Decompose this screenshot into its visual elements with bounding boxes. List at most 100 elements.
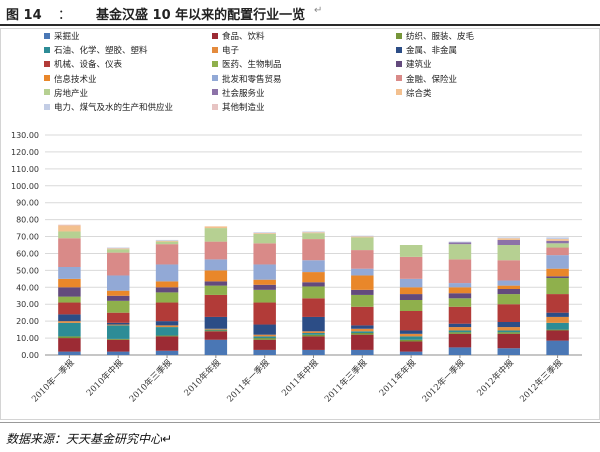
- legend-label: 金融、保险业: [406, 74, 458, 85]
- bar-segment: [448, 242, 472, 245]
- bar-segment: [351, 325, 374, 329]
- bar-segment: [546, 340, 569, 355]
- x-tick-label: 2011年三季报: [322, 357, 369, 404]
- legend-swatch: [212, 32, 218, 39]
- legend-item: 机械、设备、仪表: [44, 58, 122, 72]
- legend-swatch: [212, 75, 218, 82]
- bar-segment: [399, 339, 423, 342]
- bar-segment: [302, 333, 325, 335]
- bar-segment: [302, 336, 325, 350]
- bar-segment: [253, 302, 276, 325]
- bar-segment: [448, 293, 472, 299]
- bar-segment: [204, 330, 228, 332]
- bar-segment: [546, 316, 569, 323]
- figure-title: 基金汉盛 10 年以来的配置行业一览: [96, 8, 306, 23]
- bar-segment: [155, 292, 179, 303]
- bar-segment: [107, 312, 130, 323]
- bar-segment: [253, 336, 276, 339]
- bar-segment: [204, 241, 228, 260]
- bar-segment: [253, 232, 276, 234]
- bar-segment: [351, 294, 374, 307]
- bar-segment: [107, 249, 130, 253]
- legend-item: 社会服务业: [212, 87, 265, 101]
- bar-segment: [497, 289, 520, 295]
- bar-segment: [253, 279, 276, 285]
- bar-segment: [497, 294, 520, 305]
- legend-swatch: [44, 46, 50, 53]
- bar-segment: [107, 300, 130, 313]
- legend-item: 采掘业: [44, 30, 80, 44]
- x-tick-label: 2012年中报: [475, 357, 516, 398]
- legend-swatch: [212, 89, 218, 96]
- bar-segment: [155, 239, 179, 241]
- legend-label: 纺织、服装、皮毛: [406, 32, 475, 42]
- bar-segment: [204, 281, 228, 286]
- bar-segment: [302, 286, 325, 299]
- bar-segment: [302, 349, 325, 355]
- bar-segment: [448, 259, 472, 284]
- legend-swatch: [44, 103, 50, 110]
- legend-item: 综合类: [396, 87, 432, 101]
- bar-segment: [351, 331, 374, 333]
- legend-label: 批发和零售贸易: [222, 74, 282, 85]
- legend-label: 其他制造业: [222, 103, 265, 113]
- bar-segment: [204, 270, 228, 282]
- legend-item: 建筑业: [396, 58, 432, 72]
- bar-segment: [497, 280, 520, 286]
- bar-segment: [497, 304, 520, 322]
- bar-segment: [497, 260, 520, 281]
- bar-segment: [497, 332, 520, 334]
- paragraph-mark: ↵: [314, 5, 323, 16]
- bar-segment: [546, 255, 569, 269]
- bar-segment: [302, 316, 325, 332]
- bar-segment: [155, 281, 179, 288]
- bar-segment: [399, 330, 423, 334]
- bar-segment: [351, 333, 374, 335]
- bar-segment: [497, 330, 520, 333]
- y-tick-label: 30.00: [16, 300, 39, 309]
- bar-segment: [497, 327, 520, 331]
- legend-swatch: [212, 46, 218, 53]
- legend-label: 信息技术业: [54, 74, 97, 85]
- legend-item: 石油、化学、塑胶、塑料: [44, 44, 148, 58]
- x-tick-label: 2011年年报: [377, 357, 418, 398]
- stacked-bar-chart: 0.00 10.00 20.00 30.00 40.00 50.00 60.00 70.00 8…: [11, 131, 582, 404]
- x-tick-label: 2010年年报: [182, 357, 223, 398]
- bar-segment: [399, 351, 423, 355]
- bar-segment: [204, 228, 228, 242]
- legend-swatch: [396, 32, 402, 39]
- source-note: 数据来源：天天基金研究中心↵: [6, 432, 173, 446]
- y-tick-label: 60.00: [16, 249, 39, 258]
- bar-segment: [399, 333, 423, 337]
- bar-segment: [58, 224, 81, 226]
- bar-segment: [448, 283, 472, 288]
- figure-colon: ：: [58, 8, 72, 23]
- legend-label: 金属、非金属: [406, 46, 458, 57]
- bar-segment: [448, 298, 472, 307]
- bar-segment: [253, 338, 276, 340]
- y-tick-label: 10.00: [16, 334, 39, 343]
- bar-segment: [204, 339, 228, 355]
- x-tick-label: 2010年中报: [84, 357, 125, 398]
- bar-segment: [204, 285, 228, 295]
- bar-segment: [155, 240, 179, 242]
- bar-segment: [448, 347, 472, 355]
- bar-segment: [204, 329, 228, 331]
- bar-segment: [302, 334, 325, 337]
- legend-item: 食品、饮料: [212, 30, 265, 44]
- legend-label: 电力、煤气及水的生产和供应业: [54, 103, 174, 113]
- bar-segment: [302, 232, 325, 234]
- bar-segment: [497, 333, 520, 349]
- bar-segment: [351, 236, 374, 238]
- bar-segment: [351, 268, 374, 276]
- bar-segment: [546, 240, 569, 244]
- bar-segment: [399, 341, 423, 352]
- legend-label: 建筑业: [406, 60, 432, 71]
- bar-segment: [448, 287, 472, 294]
- bar-segment: [107, 351, 130, 355]
- y-tick-label: 120.00: [11, 148, 39, 157]
- y-tick-label: 90.00: [16, 199, 39, 208]
- bar-segment: [546, 330, 569, 341]
- bar-segment: [253, 289, 276, 303]
- bar-segment: [58, 338, 81, 352]
